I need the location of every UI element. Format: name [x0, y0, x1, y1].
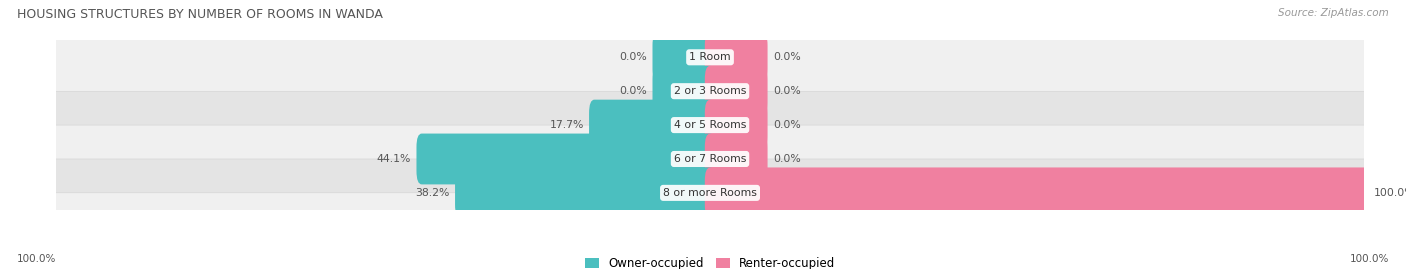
Text: 0.0%: 0.0% [773, 154, 800, 164]
Text: 0.0%: 0.0% [773, 120, 800, 130]
Text: 2 or 3 Rooms: 2 or 3 Rooms [673, 86, 747, 96]
FancyBboxPatch shape [49, 23, 1371, 91]
FancyBboxPatch shape [456, 167, 716, 218]
Text: 100.0%: 100.0% [1374, 188, 1406, 198]
FancyBboxPatch shape [704, 32, 768, 83]
Text: 100.0%: 100.0% [17, 254, 56, 264]
Text: 0.0%: 0.0% [620, 86, 647, 96]
FancyBboxPatch shape [416, 133, 716, 185]
FancyBboxPatch shape [49, 125, 1371, 193]
Text: Source: ZipAtlas.com: Source: ZipAtlas.com [1278, 8, 1389, 18]
Text: 44.1%: 44.1% [377, 154, 411, 164]
Text: 0.0%: 0.0% [773, 52, 800, 62]
FancyBboxPatch shape [652, 66, 716, 117]
Text: 6 or 7 Rooms: 6 or 7 Rooms [673, 154, 747, 164]
Text: 17.7%: 17.7% [550, 120, 583, 130]
FancyBboxPatch shape [704, 100, 768, 151]
FancyBboxPatch shape [49, 159, 1371, 227]
Text: 0.0%: 0.0% [620, 52, 647, 62]
Text: 1 Room: 1 Room [689, 52, 731, 62]
FancyBboxPatch shape [704, 133, 768, 185]
FancyBboxPatch shape [652, 32, 716, 83]
Text: 100.0%: 100.0% [1350, 254, 1389, 264]
FancyBboxPatch shape [589, 100, 716, 151]
Text: 8 or more Rooms: 8 or more Rooms [664, 188, 756, 198]
FancyBboxPatch shape [49, 57, 1371, 125]
Text: 4 or 5 Rooms: 4 or 5 Rooms [673, 120, 747, 130]
FancyBboxPatch shape [49, 91, 1371, 159]
Text: 38.2%: 38.2% [415, 188, 450, 198]
FancyBboxPatch shape [704, 167, 1369, 218]
Text: 0.0%: 0.0% [773, 86, 800, 96]
Legend: Owner-occupied, Renter-occupied: Owner-occupied, Renter-occupied [579, 253, 841, 269]
Text: HOUSING STRUCTURES BY NUMBER OF ROOMS IN WANDA: HOUSING STRUCTURES BY NUMBER OF ROOMS IN… [17, 8, 382, 21]
FancyBboxPatch shape [704, 66, 768, 117]
